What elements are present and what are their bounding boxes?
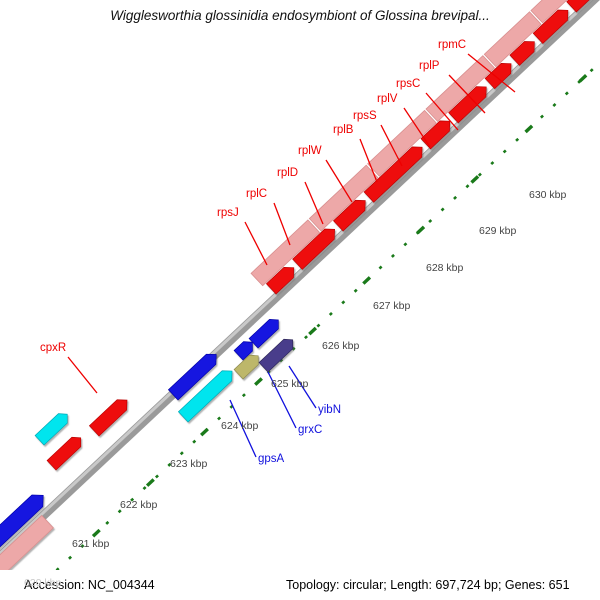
gene-track-mixed[interactable]: [233, 315, 297, 380]
topology-text: Topology: circular; Length: 697,724 bp; …: [286, 578, 570, 592]
sequence-axis: [0, 0, 600, 563]
label-leader-line: [448, 74, 486, 114]
label-leader-line: [67, 356, 98, 394]
gene-label-rplC[interactable]: rplC: [246, 188, 268, 200]
operon-ribbon-segment: [0, 514, 54, 588]
gene-label-rpsS[interactable]: rpsS: [353, 110, 377, 122]
label-leader-line: [304, 181, 324, 225]
gene-label-rplD[interactable]: rplD: [277, 167, 299, 179]
gene-track-cpxr[interactable]: [34, 395, 132, 471]
gene-arrow: [248, 318, 279, 349]
ruler-tick-label: 628 kbp: [426, 262, 464, 274]
gene-arrow: [177, 370, 233, 423]
gene-arrow: [0, 494, 44, 561]
gene-arrow: [566, 0, 599, 13]
status-bar: Accession: NC_004344 Topology: circular;…: [0, 570, 600, 600]
label-leader-line: [267, 371, 297, 429]
gene-arrow: [532, 9, 569, 44]
label-leader-line: [273, 202, 291, 246]
label-leader-lines: [67, 53, 516, 458]
ruler-tick-label: 629 kbp: [479, 225, 517, 237]
gene-label-gpsA[interactable]: gpsA: [258, 453, 285, 465]
gene-arrow: [265, 267, 295, 295]
label-leader-line: [288, 365, 317, 409]
ruler-tick-label: 627 kbp: [373, 300, 411, 312]
accession-text: Accession: NC_004344: [24, 578, 155, 592]
gene-arrow: [88, 399, 128, 437]
ruler-tick-label: 626 kbp: [322, 340, 360, 352]
gene-label-rpsJ[interactable]: rpsJ: [217, 207, 239, 219]
label-leader-line: [359, 138, 378, 183]
gene-track-blue-cyan[interactable]: [167, 349, 236, 423]
page-title: Wigglesworthia glossinidia endosymbiont …: [110, 8, 490, 23]
gene-label-rpsC[interactable]: rpsC: [396, 78, 421, 90]
gene-arrow: [363, 146, 423, 203]
gene-label-cpxR[interactable]: cpxR: [40, 342, 67, 354]
gene-arrow: [332, 199, 366, 232]
gene-label-rplB[interactable]: rplB: [333, 124, 354, 136]
gene-arrow: [509, 41, 535, 66]
gene-track-red[interactable]: [265, 0, 600, 295]
gene-arrow: [484, 63, 512, 90]
gene-arrow: [448, 86, 487, 124]
ruler-tick-label: 623 kbp: [170, 458, 208, 470]
ruler-tick-label: 622 kbp: [120, 499, 158, 511]
ruler-tick-label: 620 kbp: [24, 577, 62, 589]
operon-ribbon-pink[interactable]: [250, 0, 587, 287]
gene-label-rpmC[interactable]: rpmC: [438, 39, 467, 51]
ruler-tick-label: 625 kbp: [271, 378, 309, 390]
gene-arrow: [46, 436, 82, 471]
gene-track-bottom-left[interactable]: [0, 489, 54, 588]
gene-label-grxC[interactable]: grxC: [298, 424, 323, 436]
label-leader-line: [425, 92, 459, 131]
gene-arrow: [292, 228, 335, 270]
ruler-tick-label: 630 kbp: [529, 189, 567, 201]
gene-arrow: [420, 120, 451, 150]
coordinate-ruler: [22, 60, 600, 600]
label-leader-line: [244, 221, 268, 266]
label-leader-line: [325, 159, 353, 203]
gene-label-rplP[interactable]: rplP: [419, 60, 440, 72]
label-leader-line: [467, 53, 516, 93]
label-leader-line: [380, 124, 403, 167]
label-leader-line: [229, 399, 257, 458]
gene-arrow: [258, 338, 294, 373]
ruler-tick-label: 624 kbp: [221, 420, 259, 432]
gene-label-rplW[interactable]: rplW: [298, 145, 322, 157]
gene-arrow: [167, 353, 217, 401]
gene-arrow: [34, 413, 68, 446]
gene-label-yibN[interactable]: yibN: [318, 404, 342, 416]
gene-arrow: [233, 341, 253, 361]
ruler-tick-label: 621 kbp: [72, 538, 110, 550]
gene-label-rplV[interactable]: rplV: [377, 93, 398, 105]
label-leader-line: [403, 107, 431, 148]
gene-arrow: [233, 354, 259, 380]
